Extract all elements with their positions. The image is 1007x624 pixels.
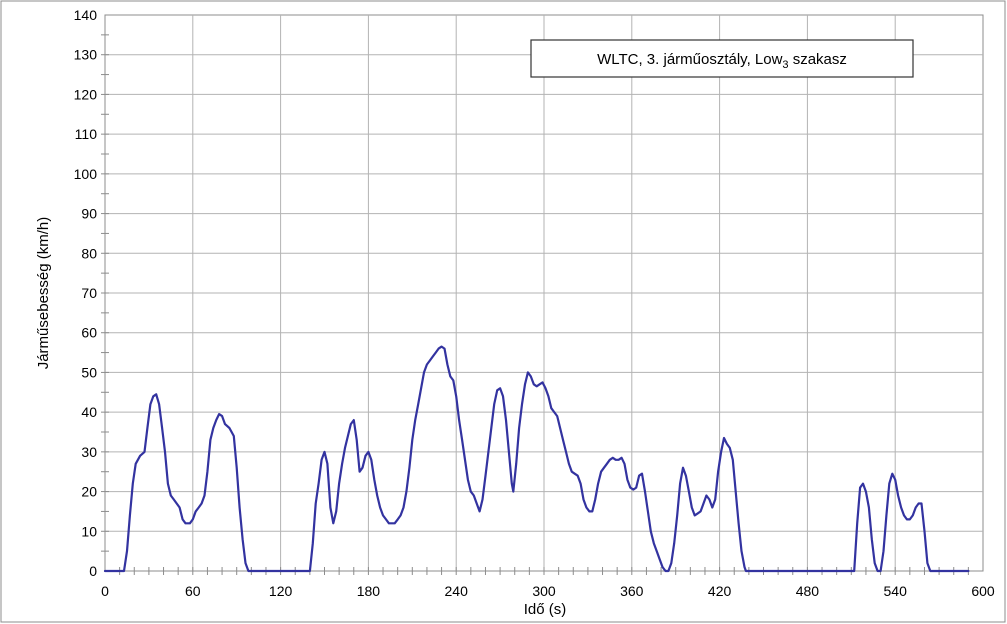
x-tick-label: 120 (269, 583, 293, 599)
legend-suffix: szakasz (789, 51, 847, 68)
legend-subscript: 3 (782, 59, 788, 71)
y-tick-label: 110 (75, 126, 98, 142)
y-tick-label: 10 (81, 523, 97, 539)
x-axis-label: Idő (s) (524, 601, 567, 618)
x-tick-label: 420 (708, 583, 732, 599)
x-tick-label: 60 (185, 583, 201, 599)
y-tick-label: 60 (81, 325, 97, 341)
grid-lines (105, 15, 983, 571)
x-tick-label: 600 (971, 583, 995, 599)
y-tick-label: 90 (81, 206, 97, 222)
y-tick-label: 30 (81, 444, 97, 460)
minor-tick-marks (101, 34, 969, 575)
legend-frame (530, 39, 914, 78)
x-axis-tick-labels: 0 60 120 180 240 300 360 420 480 540 600 (101, 583, 995, 599)
x-tick-label: 180 (357, 583, 381, 599)
y-tick-label: 20 (81, 484, 97, 500)
x-tick-label: 240 (445, 583, 469, 599)
x-tick-label: 300 (532, 583, 556, 599)
y-tick-label: 140 (74, 7, 98, 23)
y-axis-tick-labels: 0 10 20 30 40 50 60 70 80 90 100 110 120 130 140 (74, 7, 98, 579)
legend-box: WLTC, 3. járműosztály, Low3 szakasz (530, 39, 914, 78)
x-tick-label: 360 (620, 583, 644, 599)
y-axis-label: Járműsebesség (km/h) (35, 217, 52, 370)
series-speed-line (103, 345, 970, 573)
y-tick-label: 70 (81, 285, 97, 301)
x-tick-label: 480 (796, 583, 820, 599)
y-tick-label: 80 (81, 245, 97, 261)
x-tick-label: 540 (884, 583, 908, 599)
y-tick-label: 0 (89, 563, 97, 579)
y-tick-label: 100 (74, 166, 98, 182)
legend-text: WLTC, 3. járműosztály, Low3 szakasz (597, 51, 847, 71)
y-tick-label: 50 (81, 364, 97, 380)
x-tick-label: 0 (101, 583, 109, 599)
y-tick-label: 120 (74, 86, 98, 102)
y-tick-label: 130 (74, 47, 98, 63)
legend-main: WLTC, 3. járműosztály, Low (597, 51, 782, 68)
y-tick-label: 40 (81, 404, 97, 420)
